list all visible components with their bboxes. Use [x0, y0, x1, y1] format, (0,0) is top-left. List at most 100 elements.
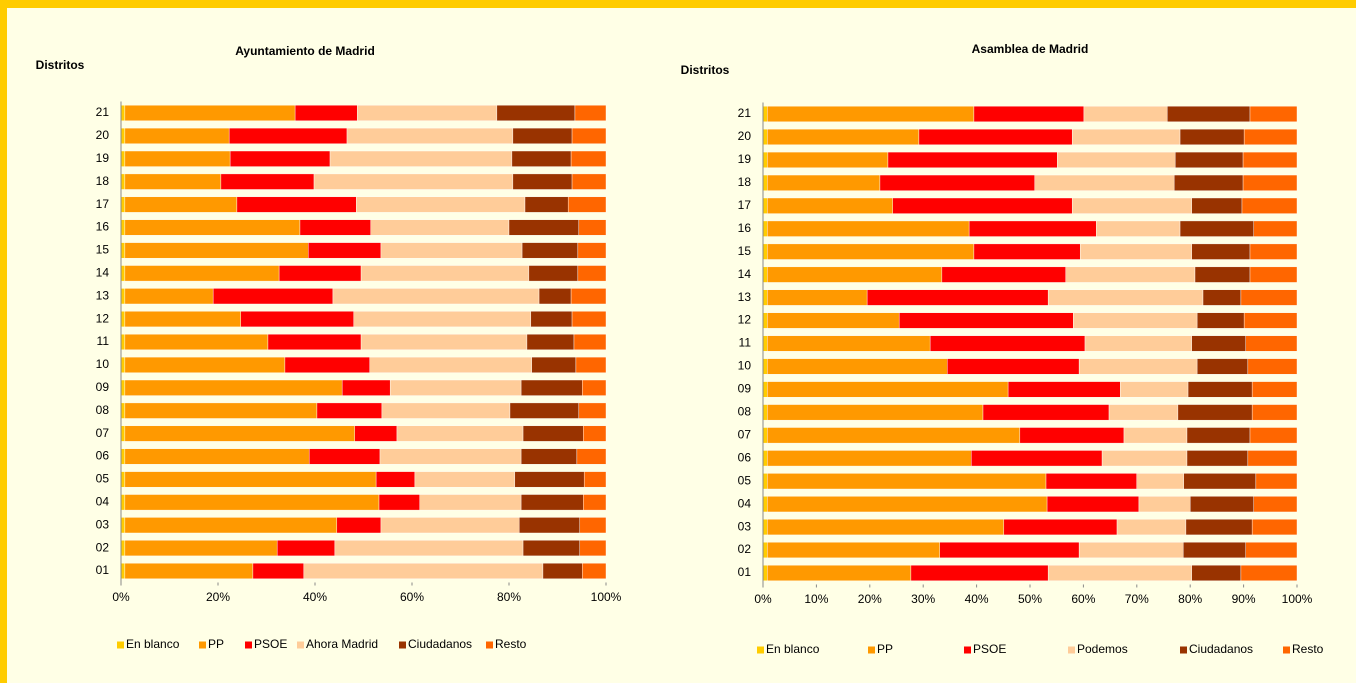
bar-segment: [124, 494, 380, 511]
bar-segment: [356, 196, 526, 213]
bar-segment: [579, 540, 607, 557]
bar-segment: [929, 335, 1086, 352]
y-tick-label: 15: [96, 243, 110, 257]
bar-segment: [1189, 496, 1254, 513]
bar-segment: [971, 450, 1103, 467]
bar-segment: [767, 174, 881, 191]
bar-segment: [1242, 151, 1298, 168]
bar-segment: [941, 266, 1066, 283]
bar-segment: [120, 402, 126, 419]
bar-segment: [308, 242, 382, 259]
bar-segment: [767, 519, 1005, 536]
legend-label: PSOE: [973, 642, 1006, 656]
bar-segment: [567, 196, 607, 213]
bar-segment: [762, 312, 768, 329]
y-tick-label: 07: [96, 426, 110, 440]
bar-segment: [576, 448, 607, 465]
bar-segment: [124, 425, 355, 442]
bar-segment: [577, 242, 607, 259]
x-tick-label: 60%: [1071, 592, 1095, 606]
bar-segment: [973, 105, 1085, 123]
bar-segment: [1120, 381, 1189, 398]
bar-segment: [1251, 404, 1298, 421]
bar-segment: [918, 128, 1073, 145]
y-tick-label: 15: [738, 244, 752, 258]
bar-segment: [1116, 519, 1187, 536]
bar-segment: [334, 540, 524, 557]
bar-segment: [1249, 266, 1298, 283]
legend-label: Ahora Madrid: [306, 637, 378, 651]
y-tick-label: 09: [96, 380, 110, 394]
bar-segment: [762, 197, 768, 214]
bar-segment: [120, 448, 126, 465]
bar-segment: [1179, 128, 1245, 145]
bar-segment: [1240, 289, 1298, 306]
legend-swatch: [868, 646, 875, 654]
bar-segment: [767, 151, 889, 168]
y-tick-label: 03: [738, 519, 752, 533]
bar-segment: [120, 471, 126, 488]
bar-segment: [267, 334, 362, 350]
legend-swatch: [297, 641, 304, 649]
bar-segment: [1071, 128, 1181, 145]
bar-segment: [120, 105, 126, 121]
bar-segment: [767, 220, 970, 237]
legend-label: PP: [877, 642, 893, 656]
y-tick-label: 08: [96, 403, 110, 417]
bar-segment: [124, 356, 286, 373]
bar-segment: [767, 450, 972, 467]
bar-segment: [583, 471, 607, 488]
bar-segment: [120, 356, 126, 373]
bar-segment: [1240, 564, 1298, 582]
x-tick-label: 90%: [1232, 592, 1256, 606]
bar-segment: [389, 379, 522, 396]
y-tick-label: 11: [739, 336, 752, 350]
bar-segment: [1073, 312, 1198, 329]
bar-segment: [375, 471, 416, 488]
y-tick-label: 14: [96, 265, 110, 279]
bar-segment: [892, 197, 1073, 214]
legend-label: PSOE: [254, 637, 287, 651]
bar-segment: [1071, 197, 1193, 214]
bar-segment: [496, 105, 576, 121]
bar-segment: [767, 404, 984, 421]
legend-swatch: [486, 641, 493, 649]
bar-segment: [767, 197, 893, 214]
y-tick-label: 12: [96, 311, 110, 325]
bar-segment: [303, 563, 544, 579]
y-tick-label: 01: [96, 563, 110, 577]
y-tick-label: 10: [738, 359, 752, 373]
bar-segment: [1183, 473, 1257, 490]
bar-segment: [1065, 266, 1196, 283]
bar-segment: [124, 242, 309, 259]
legend-label: Resto: [495, 637, 527, 651]
y-tick-label: 02: [738, 542, 752, 556]
legend-swatch: [1283, 646, 1290, 654]
bar-segment: [120, 288, 126, 305]
bar-segment: [124, 517, 338, 534]
x-tick-label: 20%: [858, 592, 882, 606]
bar-segment: [228, 127, 348, 144]
bar-segment: [767, 427, 1021, 444]
bar-segment: [1245, 542, 1298, 559]
bar-segment: [1249, 243, 1298, 260]
x-tick-label: 10%: [804, 592, 828, 606]
bar-segment: [866, 289, 1049, 306]
y-tick-label: 05: [96, 472, 110, 486]
bar-segment: [530, 311, 573, 328]
bar-segment: [356, 105, 498, 121]
bar-segment: [284, 356, 371, 373]
bar-segment: [1191, 564, 1242, 582]
legend-swatch: [757, 646, 764, 654]
legend-label: Ciudadanos: [1189, 642, 1253, 656]
y-axis-label: Distritos: [681, 63, 730, 77]
bar-segment: [571, 127, 607, 144]
legend-label: PP: [208, 637, 224, 651]
bar-segment: [1185, 519, 1253, 536]
y-tick-label: 17: [738, 198, 752, 212]
bar-segment: [120, 242, 126, 259]
bar-segment: [575, 356, 607, 373]
bar-segment: [124, 196, 238, 213]
bar-segment: [378, 494, 420, 511]
x-tick-label: 40%: [965, 592, 989, 606]
